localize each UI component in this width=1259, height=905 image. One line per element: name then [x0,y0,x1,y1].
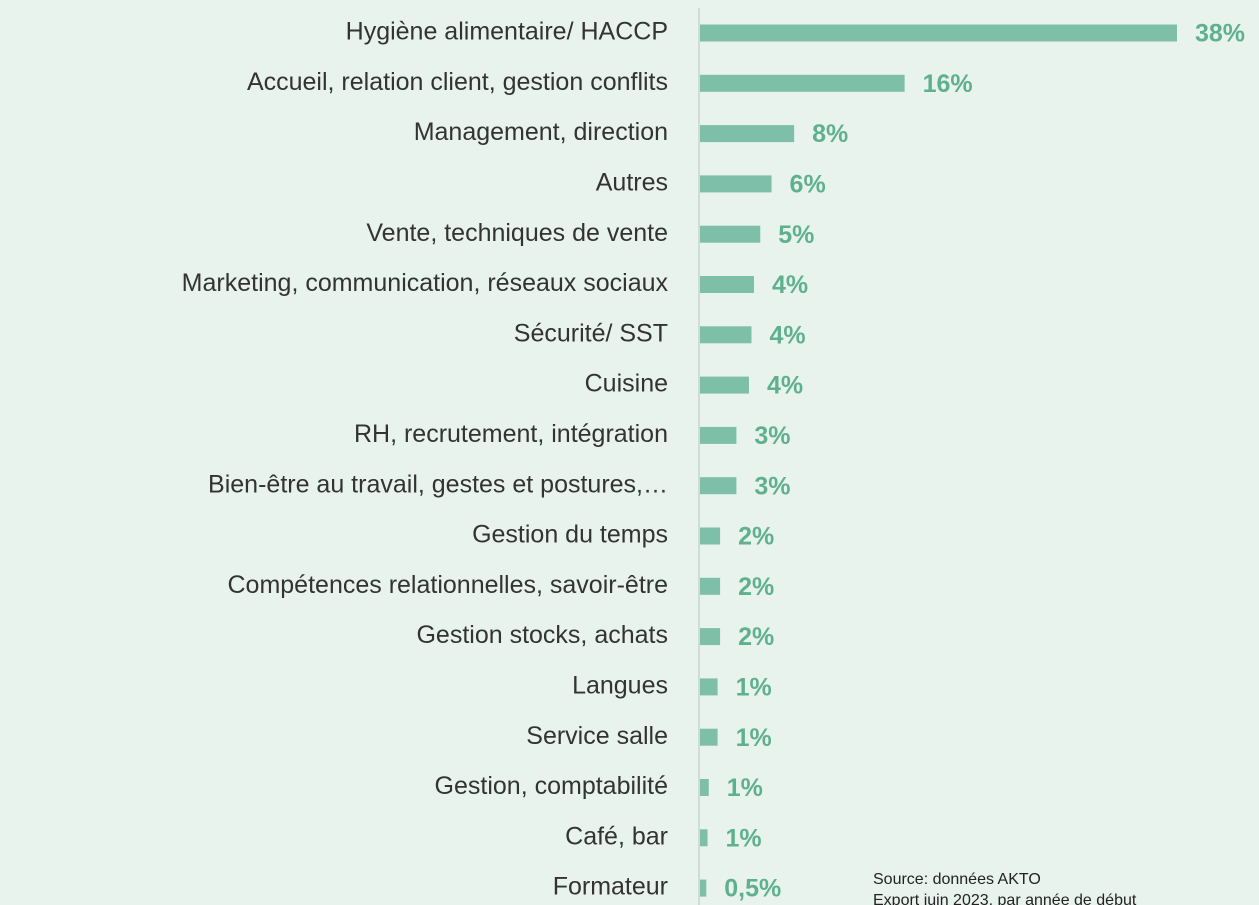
category-label: Service salle [526,722,668,750]
bar [700,628,721,646]
value-label: 3% [754,472,790,500]
value-label: 4% [769,321,805,349]
category-label: Marketing, communication, réseaux sociau… [182,269,669,297]
category-label: Gestion stocks, achats [416,621,668,649]
value-label: 38% [1195,20,1245,48]
value-label: 2% [738,623,774,651]
bar [700,477,737,495]
bar [700,779,709,796]
value-label: 0,5% [724,875,781,903]
bar [700,225,761,243]
bar [700,24,1177,42]
category-label: Bien-être au travail, gestes et postures… [208,470,668,498]
bar [700,125,795,143]
value-label: 2% [738,523,774,551]
category-label: Accueil, relation client, gestion confli… [247,68,668,96]
category-label: Cuisine [585,370,668,398]
category-label: Sécurité/ SST [514,319,668,347]
value-label: 4% [772,271,808,299]
value-label: 6% [790,171,826,199]
category-label: Management, direction [414,118,668,146]
source-note: Export juin 2023, par année de début [873,892,1137,905]
category-label: Formateur [553,873,668,901]
bar [700,577,721,595]
category-label: Autres [596,169,668,197]
source-note: Source: données AKTO [873,871,1041,888]
bar [700,276,754,293]
bar [700,527,721,545]
value-label: 1% [736,674,772,702]
value-label: 5% [778,221,814,249]
category-label: Gestion du temps [472,521,668,549]
value-label: 3% [754,422,790,450]
bar [700,728,718,746]
category-label: RH, recrutement, intégration [354,420,668,448]
bar [700,678,718,696]
value-label: 2% [738,573,774,601]
category-label: Vente, techniques de vente [366,219,668,247]
bar [700,829,708,847]
category-label: Compétences relationnelles, savoir-être [228,571,669,599]
value-label: 1% [736,724,772,752]
category-label: Langues [572,672,668,700]
category-label: Gestion, comptabilité [435,772,668,800]
value-label: 1% [727,774,763,802]
bar [700,426,737,444]
bar [700,376,749,394]
bar [700,326,752,344]
value-label: 8% [812,120,848,148]
bar [700,175,772,193]
value-label: 4% [767,372,803,400]
category-label: Café, bar [565,822,668,850]
bar [700,74,905,92]
category-label: Hygiène alimentaire/ HACCP [346,18,668,46]
bar [700,879,707,897]
value-label: 16% [923,70,973,98]
value-label: 1% [726,824,762,852]
